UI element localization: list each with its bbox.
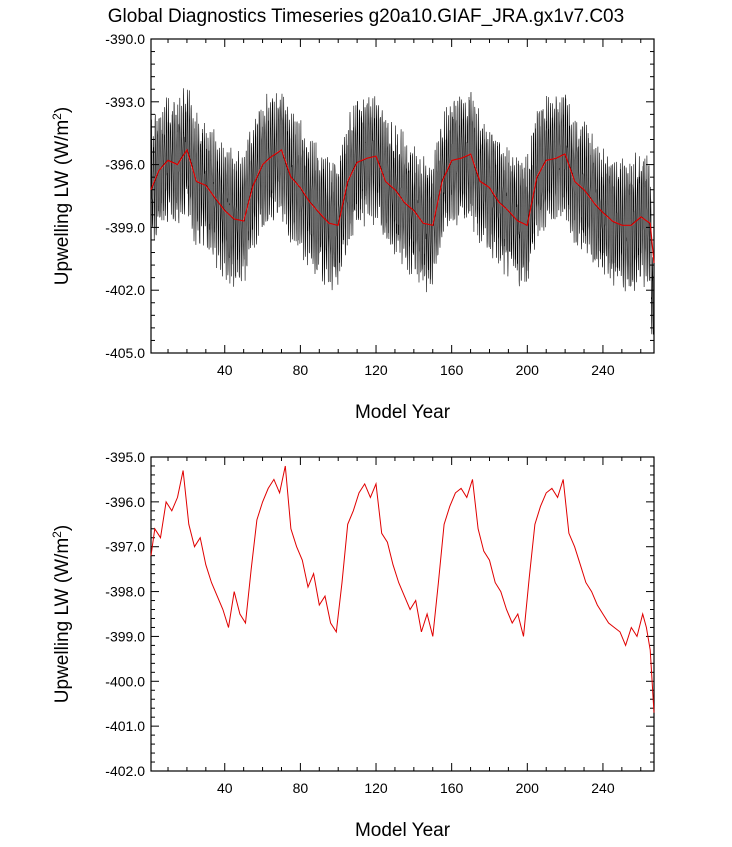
y-tick-label: -398.0 bbox=[105, 584, 145, 600]
y-tick-label: -400.0 bbox=[105, 673, 145, 689]
bottom-y-axis-title-sup: 2 bbox=[50, 531, 64, 538]
y-tick-label: -405.0 bbox=[105, 345, 145, 361]
bottom-y-axis-title-close: ) bbox=[52, 525, 73, 531]
top-plot-frame bbox=[150, 38, 655, 354]
x-tick-label: 120 bbox=[364, 362, 388, 378]
y-tick-label: -393.0 bbox=[105, 94, 145, 110]
x-tick-label: 240 bbox=[591, 780, 615, 796]
top-tick-labels: 40 80 120 160 200 240 -390.0 -393.0 -396.0 -399.0… bbox=[105, 31, 615, 378]
bottom-x-axis-title: Model Year bbox=[355, 820, 451, 841]
y-tick-label: -395.0 bbox=[105, 449, 145, 465]
top-chart: 40 80 120 160 200 240 -390.0 -393.0 -396.0 -399.0… bbox=[50, 31, 655, 423]
top-y-axis-title-close: ) bbox=[52, 107, 73, 113]
y-tick-label: -402.0 bbox=[105, 763, 145, 779]
x-tick-label: 160 bbox=[440, 362, 464, 378]
y-tick-label: -396.0 bbox=[105, 494, 145, 510]
top-annual-series bbox=[150, 148, 655, 264]
x-tick-label: 200 bbox=[516, 362, 540, 378]
y-tick-label: -390.0 bbox=[105, 31, 145, 47]
top-y-axis-title-main: Upwelling LW (W/m bbox=[52, 120, 73, 285]
x-tick-label: 80 bbox=[293, 780, 309, 796]
chart-title: Global Diagnostics Timeseries g20a10.GIA… bbox=[107, 6, 625, 27]
bottom-chart: 40 80 120 160 200 240 -395.0 -396.0 -397.0 -398.0… bbox=[50, 449, 655, 841]
x-tick-label: 160 bbox=[440, 780, 464, 796]
y-tick-label: -396.0 bbox=[105, 157, 145, 173]
x-tick-label: 80 bbox=[293, 362, 309, 378]
x-tick-label: 240 bbox=[591, 362, 615, 378]
x-tick-label: 200 bbox=[516, 780, 540, 796]
y-tick-label: -401.0 bbox=[105, 718, 145, 734]
annual-mean-line-bottom bbox=[150, 465, 655, 713]
y-tick-label: -402.0 bbox=[105, 282, 145, 298]
bottom-axis-ticks bbox=[151, 456, 654, 772]
x-tick-label: 40 bbox=[217, 780, 233, 796]
top-y-axis-title-sup: 2 bbox=[50, 113, 64, 120]
bottom-y-axis-title-main: Upwelling LW (W/m bbox=[52, 538, 73, 703]
bottom-y-axis-title: Upwelling LW (W/m2) bbox=[50, 525, 73, 703]
top-axis-ticks bbox=[151, 38, 654, 354]
annual-mean-line-top bbox=[150, 148, 655, 264]
y-tick-label: -397.0 bbox=[105, 539, 145, 555]
y-tick-label: -399.0 bbox=[105, 628, 145, 644]
bottom-plot-frame bbox=[150, 456, 655, 772]
x-tick-label: 120 bbox=[364, 780, 388, 796]
monthly-series-line bbox=[150, 88, 654, 335]
bottom-annual-series bbox=[150, 465, 655, 713]
top-monthly-series bbox=[150, 88, 654, 335]
top-x-axis-title: Model Year bbox=[355, 402, 451, 423]
bottom-tick-labels: 40 80 120 160 200 240 -395.0 -396.0 -397.0 -398.0… bbox=[105, 449, 615, 796]
y-tick-label: -399.0 bbox=[105, 219, 145, 235]
x-tick-label: 40 bbox=[217, 362, 233, 378]
top-y-axis-title: Upwelling LW (W/m2) bbox=[50, 107, 73, 285]
